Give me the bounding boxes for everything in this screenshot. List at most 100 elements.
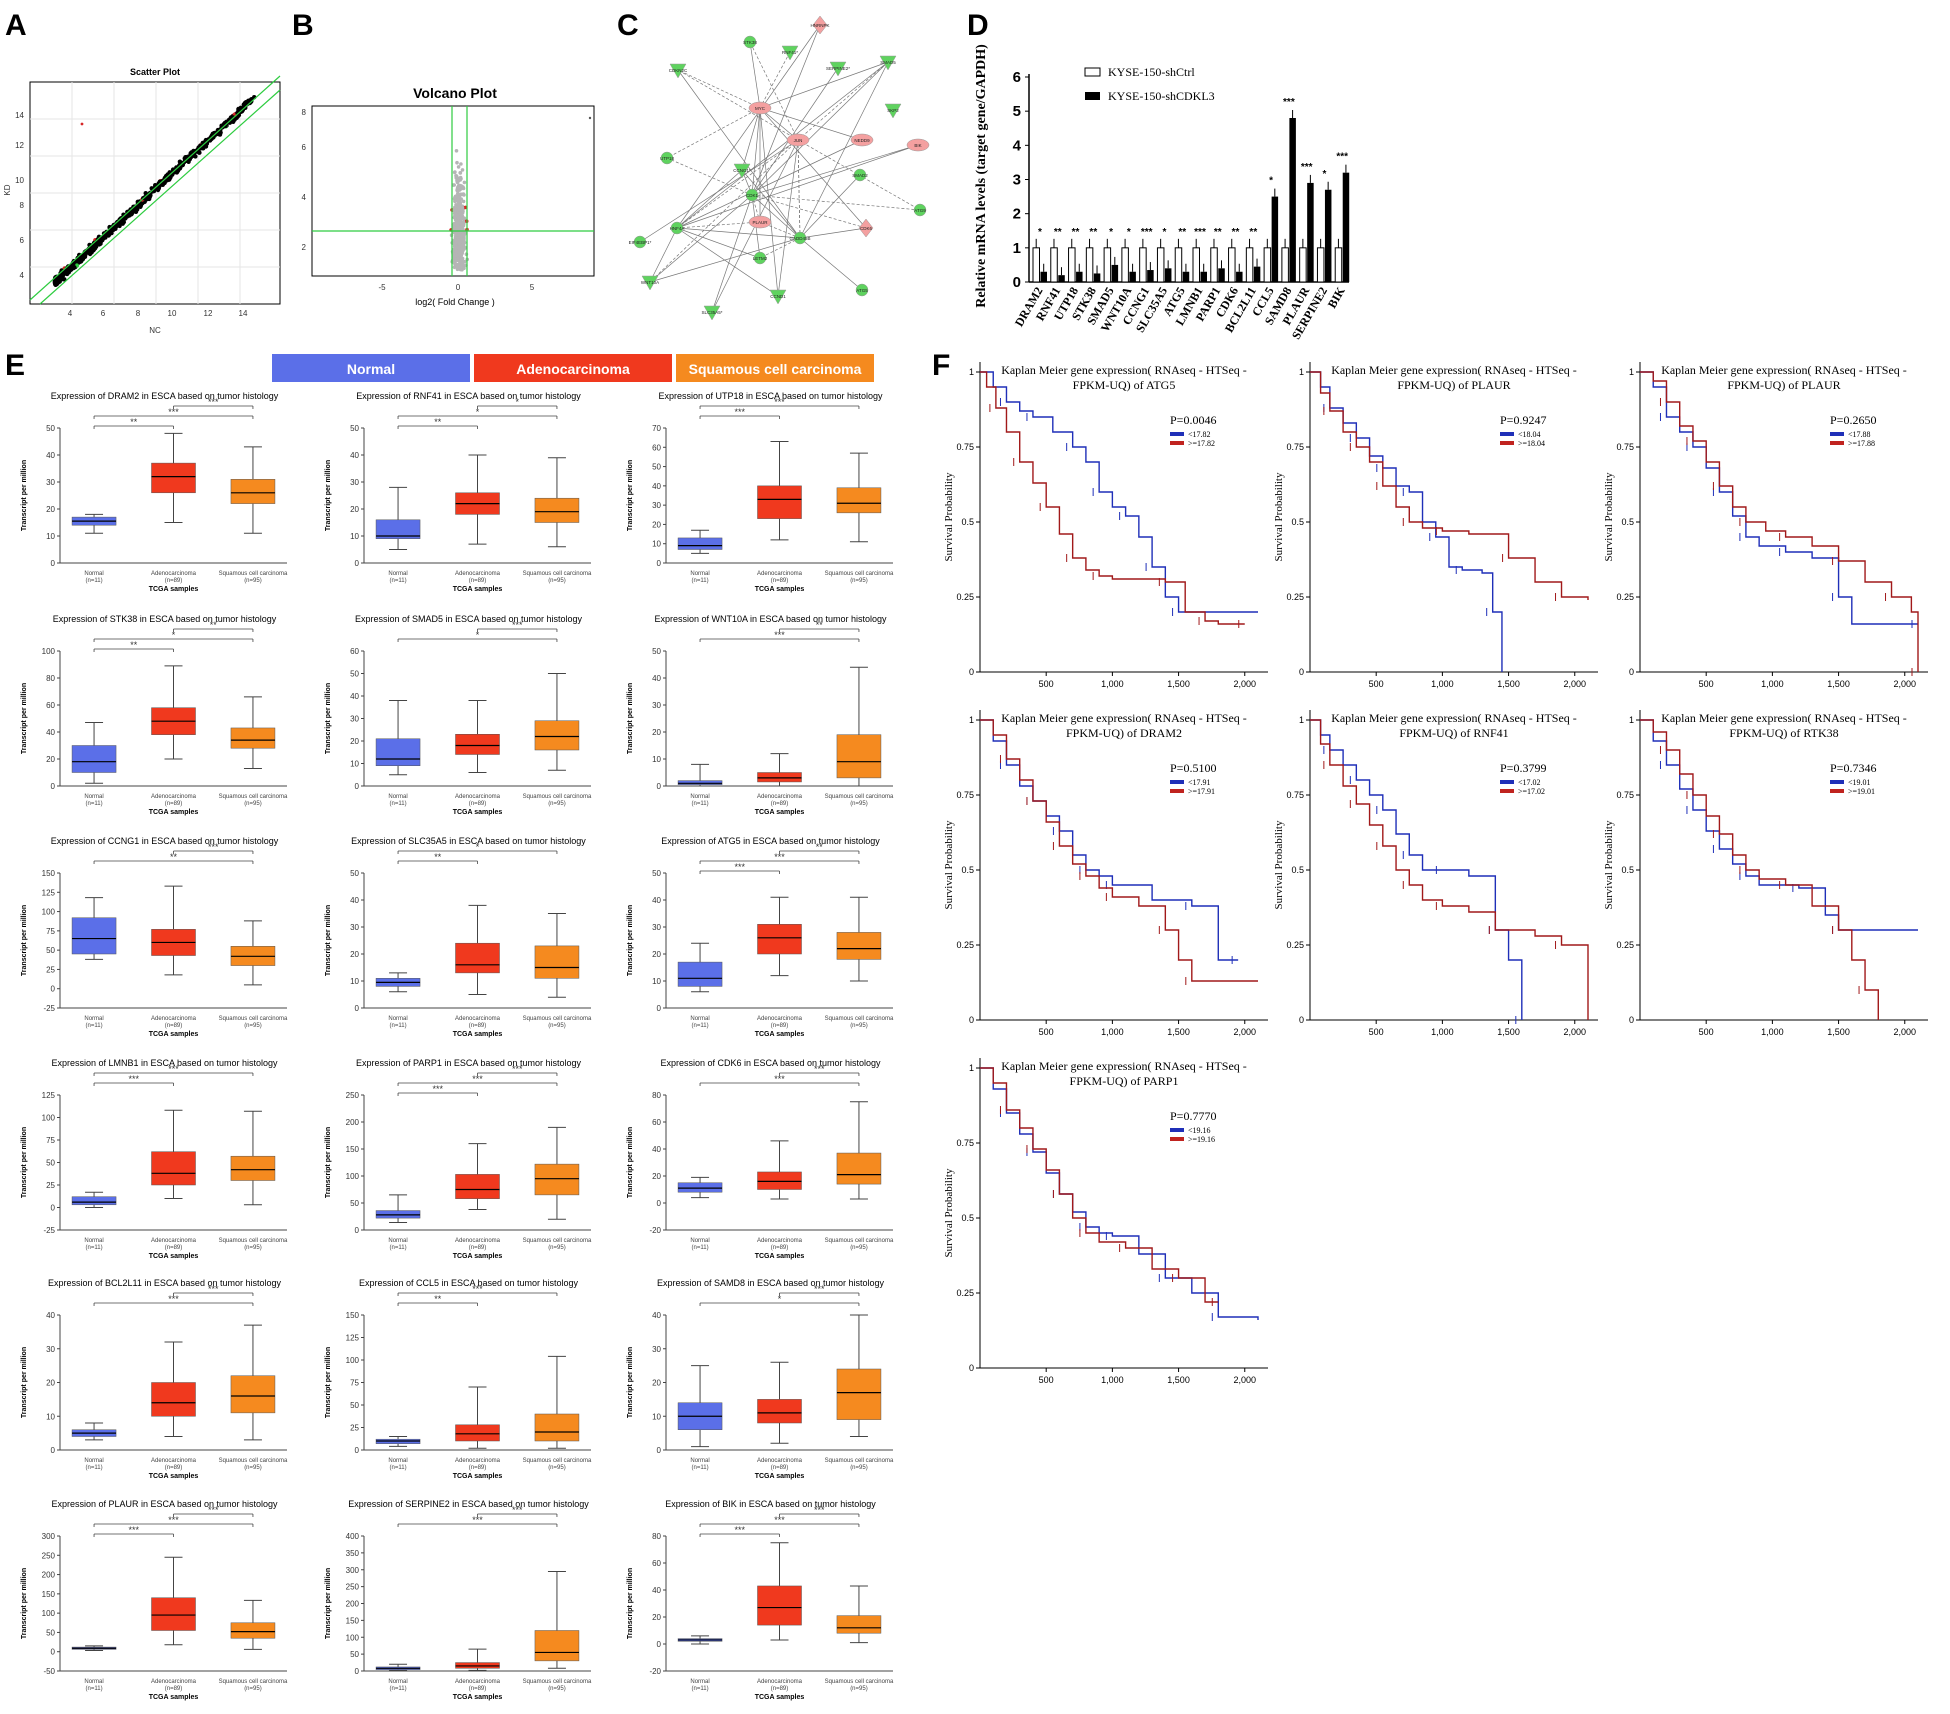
scatter-ytick: 12: [15, 141, 24, 150]
boxplot-ytick-label: 30: [350, 478, 359, 487]
boxplot-ytick-label: 20: [350, 505, 359, 514]
network-edge: [676, 139, 863, 229]
bar-significance: *: [1109, 227, 1113, 238]
boxplot-category: Normal: [388, 1458, 407, 1464]
network-node-label: PLAUR: [752, 220, 768, 225]
network-edge: [759, 107, 863, 141]
network-node-label: CCNG1*: [733, 168, 751, 173]
km-curve: [1310, 719, 1589, 1020]
boxplot-xlabel: TCGA samples: [453, 1473, 503, 1480]
bar-shcdkl3: [1271, 196, 1279, 282]
boxplot-n: (n=95): [548, 1023, 566, 1029]
boxplot-title: Expression of CCL5 in ESCA based on tumo…: [359, 1278, 579, 1288]
network-node: [829, 61, 847, 77]
boxplot-ytick-label: 10: [652, 755, 661, 764]
bar-significance: **: [1178, 227, 1186, 238]
boxplot-ytick-label: 100: [346, 1172, 360, 1181]
boxplot-significance: ***: [129, 1525, 140, 1535]
boxplot-ylabel: Transcript per million: [21, 1127, 28, 1198]
bar-significance: ***: [1141, 227, 1153, 238]
km-ytick-label: 1: [1299, 367, 1304, 377]
network-node-label: CDK6: [860, 226, 873, 231]
km-legend-swatch-low: [1170, 432, 1184, 436]
boxplot-category: Squamous cell carcinoma: [825, 1016, 894, 1022]
scatter-point: [166, 177, 172, 182]
boxplot-ylabel: Transcript per million: [21, 1568, 28, 1639]
km-legend-low: <17.82: [1188, 430, 1211, 439]
boxplot-category: Normal: [388, 794, 407, 800]
boxplot: Expression of CCL5 in ESCA based on tumo…: [325, 1278, 592, 1480]
boxplot-category: Normal: [690, 1238, 709, 1244]
km-legend-swatch-high: [1500, 789, 1514, 793]
boxplot-significance: ***: [433, 1084, 444, 1094]
boxplot-n: (n=11): [390, 1023, 407, 1029]
boxplot-category: Normal: [690, 1458, 709, 1464]
boxplot-ytick-label: 50: [46, 946, 55, 955]
network-edge: [676, 169, 743, 229]
volcano-point: [459, 214, 463, 219]
scatter-xtick: 14: [239, 309, 248, 318]
boxplot-box: [375, 519, 421, 539]
boxplot-significance: ***: [512, 1064, 523, 1074]
boxplot-ytick-label: 0: [657, 782, 662, 791]
boxplot-significance: **: [816, 620, 824, 630]
boxplot-ytick-label: -50: [43, 1667, 55, 1676]
network-node-label: BIK: [914, 143, 921, 148]
scatter-ytick: 14: [15, 111, 24, 120]
bar-shcdkl3: [1182, 271, 1190, 282]
network-edge: [741, 169, 801, 239]
network-node: [812, 15, 828, 35]
boxplot-ytick-label: 50: [350, 670, 359, 679]
boxplot-ytick-label: 75: [46, 1136, 55, 1145]
boxplot-ytick-label: 0: [51, 559, 56, 568]
boxplot-significance: *: [476, 842, 480, 852]
bar-shctrl: [1050, 247, 1058, 283]
bar-legend-shctrl-label: KYSE-150-shCtrl: [1108, 65, 1195, 79]
boxplot-ytick-label: 50: [652, 647, 661, 656]
volcano-plot-panel: Volcano Plot -5 0 5 2 4 6 8 log2( Fold C…: [302, 85, 595, 307]
boxplot-ytick-label: 150: [346, 1145, 360, 1154]
km-ylabel: Survival Probability: [1603, 472, 1615, 561]
km-legend-swatch-high: [1830, 789, 1844, 793]
km-legend-high: >=18.04: [1518, 439, 1545, 448]
volcano-point: [462, 232, 467, 236]
boxplot-xlabel: TCGA samples: [755, 1031, 805, 1038]
scatter-point: [78, 259, 84, 264]
boxplot-xlabel: TCGA samples: [149, 1253, 199, 1260]
bar-shctrl: [1156, 247, 1165, 283]
boxplot: Expression of SERPINE2 in ESCA based on …: [325, 1499, 592, 1701]
network-edge: [751, 61, 889, 196]
volcano-point: [461, 220, 466, 225]
scatter-xtick: 8: [136, 309, 141, 318]
km-legend-swatch-low: [1170, 780, 1184, 784]
volcano-point: [453, 231, 458, 236]
km-title: Kaplan Meier gene expression( RNAseq - H…: [1661, 711, 1907, 740]
boxplot-category: Adenocarcinoma: [151, 794, 197, 800]
boxplot: Expression of WNT10A in ESCA based on tu…: [627, 614, 894, 816]
km-xtick-label: 2,000: [1563, 679, 1586, 689]
boxplot-category: Squamous cell carcinoma: [523, 1679, 592, 1685]
scatter-point: [120, 220, 125, 226]
boxplot-significance: ***: [168, 1064, 179, 1074]
network-edge: [677, 69, 801, 239]
network-node: [850, 133, 874, 147]
boxplot-box: [151, 1382, 196, 1417]
boxplot-n: (n=95): [548, 801, 566, 807]
boxplot-n: (n=95): [850, 578, 868, 584]
network-node: [748, 101, 772, 115]
boxplot-ytick-label: 30: [46, 478, 55, 487]
boxplot-box: [836, 1152, 882, 1185]
boxplot-ytick-label: 40: [46, 1311, 55, 1320]
boxplot-ytick-label: 40: [652, 1145, 661, 1154]
network-node: [633, 235, 647, 249]
bar-shctrl: [1032, 247, 1040, 283]
network-node: [769, 289, 787, 305]
boxplot-n: (n=89): [165, 801, 183, 807]
network-edge: [759, 51, 791, 109]
km-legend-swatch-low: [1830, 432, 1844, 436]
volcano-xtick: 5: [530, 283, 535, 292]
bar-significance: *: [1127, 227, 1131, 238]
km-curve: [980, 371, 1245, 625]
boxplot-ytick-label: 125: [42, 1091, 56, 1100]
boxplot-ylabel: Transcript per million: [21, 683, 28, 754]
